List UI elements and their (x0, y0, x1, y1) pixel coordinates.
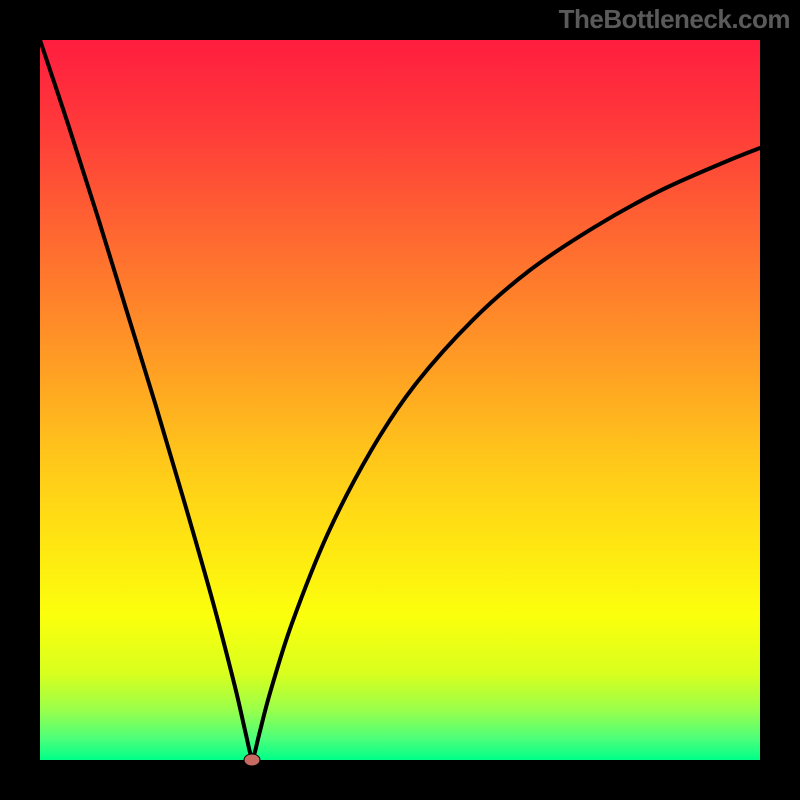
chart-svg (40, 40, 760, 760)
chart-plot-area (40, 40, 760, 760)
gradient-background (40, 40, 760, 760)
optimal-point-marker (242, 752, 262, 768)
watermark-text: TheBottleneck.com (559, 4, 790, 35)
